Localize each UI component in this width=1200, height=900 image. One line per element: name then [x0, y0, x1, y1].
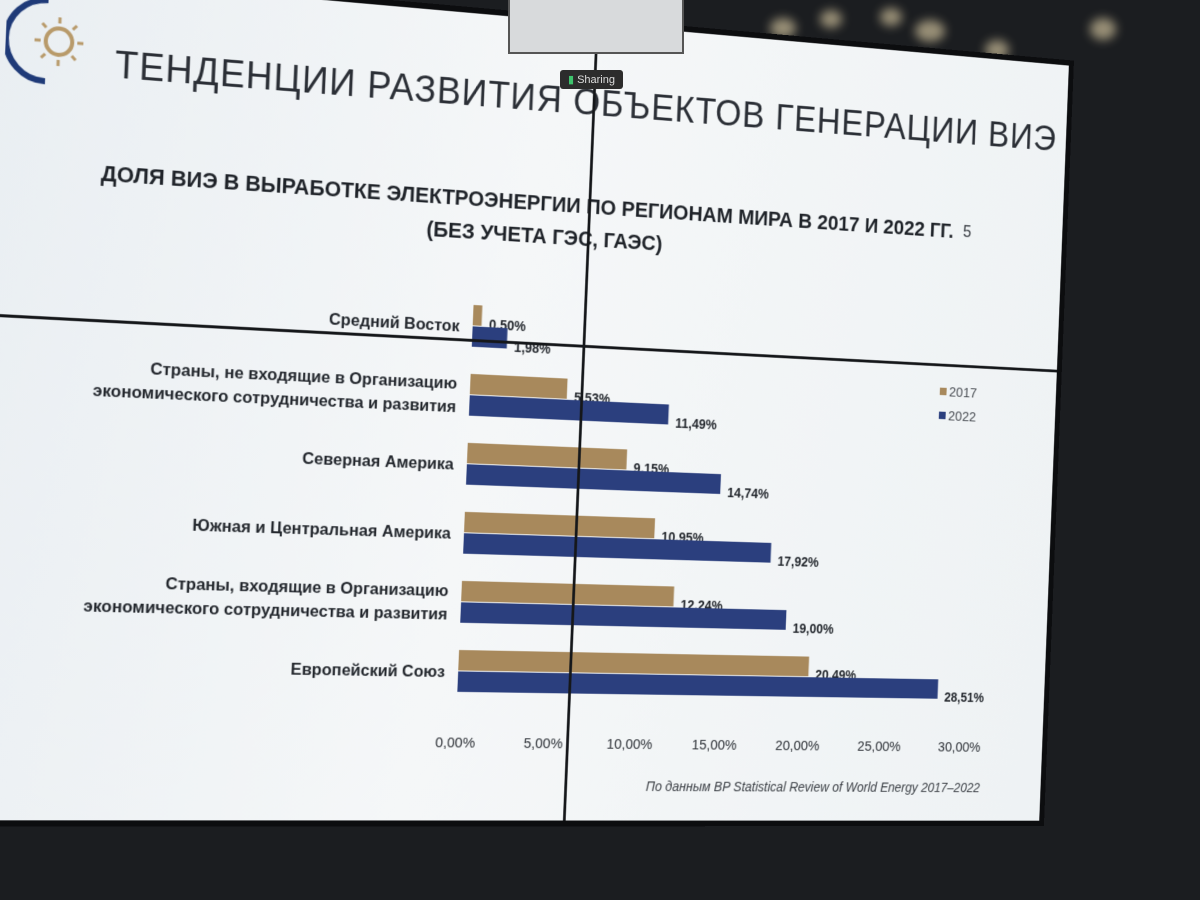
category-label: Страны, входящие в Организацию: [165, 574, 449, 600]
ceiling-light: [985, 40, 1009, 60]
bar-2017: [461, 580, 675, 607]
data-label-2022: 11,49%: [675, 415, 717, 432]
bar-chart: Средний Восток 0,50%1,98%Страны, не входя…: [83, 304, 985, 755]
sun-logo-icon: [4, 0, 100, 89]
data-label-2022: 28,51%: [944, 690, 985, 705]
bar-2017: [464, 511, 656, 539]
ceiling-light: [770, 18, 796, 38]
bar-2022: [463, 533, 772, 563]
x-tick-label: 0,00%: [435, 735, 475, 752]
presentation-screen: ТЕНДЕНЦИИ РАЗВИТИЯ ОБЪЕКТОВ ГЕНЕРАЦИИ ВИ…: [0, 0, 1069, 821]
bar-2017: [466, 442, 628, 470]
video-call-thumbnail: [508, 0, 684, 54]
x-tick-label: 30,00%: [938, 739, 981, 755]
source-note: По данным BP Statistical Review of World…: [645, 778, 981, 795]
data-label-2017: 9,15%: [633, 460, 670, 477]
data-label-2017: 0,50%: [489, 317, 527, 334]
data-label-2017: 12,24%: [680, 597, 723, 613]
legend-swatch-2017: [939, 387, 947, 396]
x-tick-label: 25,00%: [857, 739, 901, 755]
x-tick-label: 5,00%: [523, 735, 563, 752]
legend-label-2017: 2017: [948, 383, 978, 401]
legend-item-2022: 2022: [938, 403, 976, 429]
legend-swatch-2022: [938, 411, 946, 420]
sharing-label: Sharing: [577, 74, 615, 86]
bar-2022: [466, 464, 721, 494]
bar-2022: [471, 326, 508, 349]
chart-legend: 2017 2022: [938, 379, 977, 429]
bar-2022: [457, 671, 939, 699]
data-label-2022: 19,00%: [792, 621, 834, 637]
data-label-2017: 10,95%: [661, 529, 704, 545]
x-tick-label: 10,00%: [606, 736, 652, 753]
sharing-badge: ▮ Sharing: [560, 70, 623, 89]
data-label-2022: 17,92%: [777, 554, 819, 570]
legend-item-2017: 2017: [939, 379, 977, 405]
ceiling-light: [820, 10, 842, 28]
ceiling-light: [1090, 18, 1116, 40]
legend-label-2022: 2022: [947, 407, 977, 425]
data-label-2022: 14,74%: [727, 485, 770, 502]
bar-2017: [469, 373, 568, 399]
x-tick-label: 20,00%: [775, 738, 820, 754]
ceiling-light: [915, 20, 945, 42]
category-label: экономического сотрудничества и развития: [83, 596, 448, 623]
category-label: Европейский Союз: [290, 660, 445, 681]
bar-2022: [460, 602, 787, 630]
category-label: Южная и Центральная Америка: [192, 516, 452, 543]
x-tick-label: 15,00%: [691, 737, 737, 753]
category-label: Северная Америка: [302, 449, 455, 473]
signal-bars-icon: ▮: [568, 74, 575, 86]
ceiling-light: [880, 8, 902, 26]
bar-2022: [468, 395, 669, 425]
data-label-2017: 20,49%: [815, 667, 857, 683]
bar-2017: [472, 304, 483, 326]
